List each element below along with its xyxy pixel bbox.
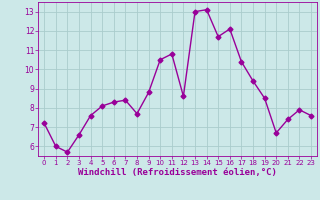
X-axis label: Windchill (Refroidissement éolien,°C): Windchill (Refroidissement éolien,°C) — [78, 168, 277, 177]
